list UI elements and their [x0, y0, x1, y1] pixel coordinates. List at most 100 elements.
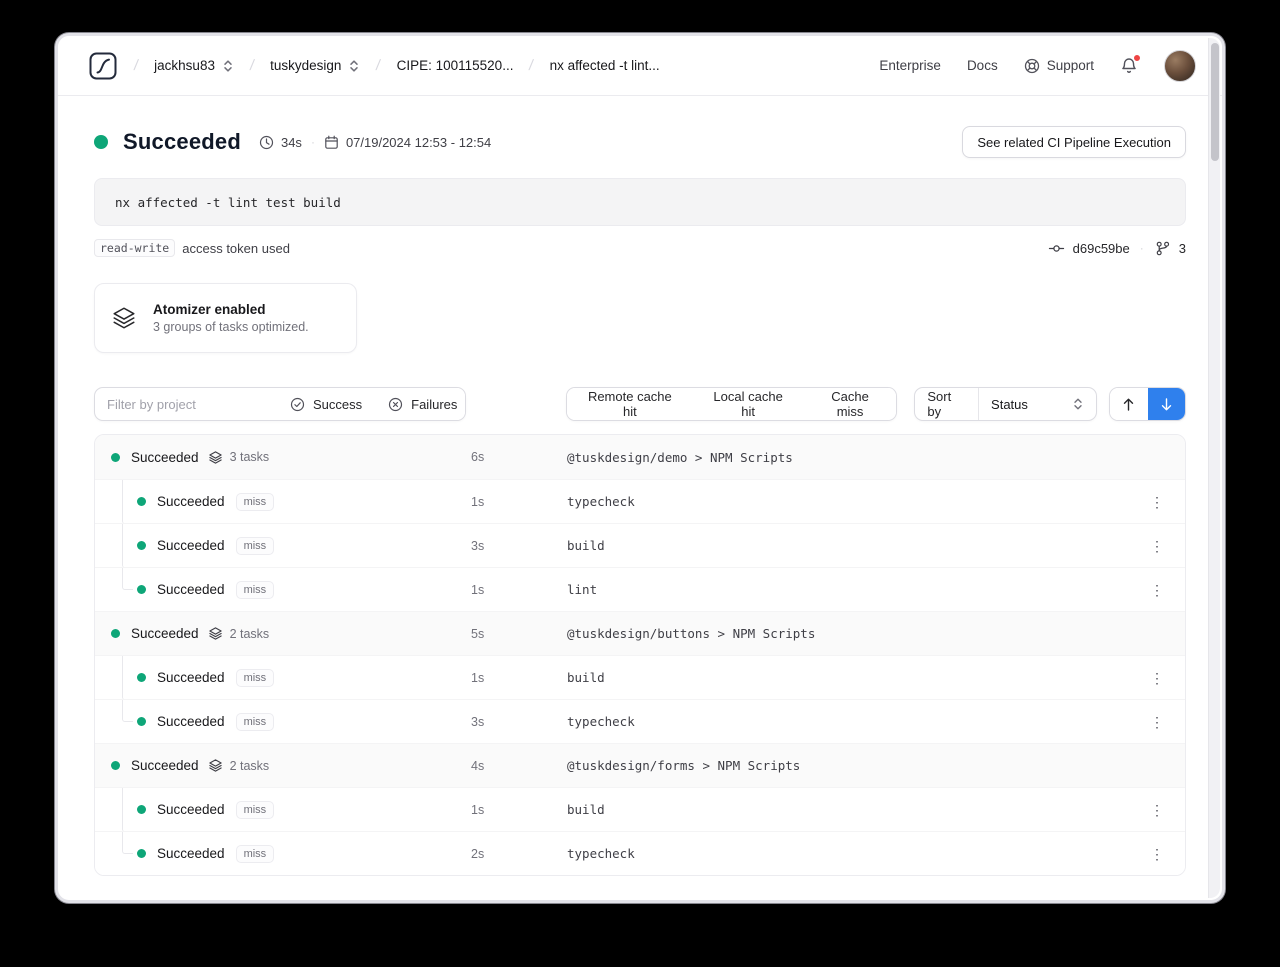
- cache-miss-button[interactable]: Cache miss: [803, 388, 897, 420]
- task-target: @tuskdesign/demo > NPM Scripts: [567, 449, 793, 465]
- atomizer-card[interactable]: Atomizer enabled 3 groups of tasks optim…: [94, 283, 357, 353]
- commit-icon: [1048, 240, 1065, 257]
- task-duration: 4s: [471, 758, 485, 773]
- commit-sha[interactable]: d69c59be: [1072, 240, 1130, 256]
- user-avatar[interactable]: [1164, 49, 1196, 82]
- command-text: nx affected -t lint test build: [115, 194, 341, 210]
- filter-success-button[interactable]: Success: [277, 388, 376, 420]
- see-related-cipe-button[interactable]: See related CI Pipeline Execution: [962, 126, 1186, 158]
- indent-guide: [122, 568, 133, 590]
- filter-group: Success Failures: [94, 387, 467, 421]
- sort-descending-button[interactable]: [1147, 388, 1185, 420]
- run-date-range: 07/19/2024 12:53 - 12:54: [345, 134, 492, 150]
- task-status-cell: Succeeded miss: [111, 580, 471, 599]
- task-status-cell: Succeeded miss: [111, 712, 471, 731]
- sort-select[interactable]: Status: [978, 388, 1096, 420]
- status-dot: [111, 761, 120, 770]
- command-box: nx affected -t lint test build: [94, 178, 1186, 226]
- task-duration: 1s: [471, 670, 485, 685]
- task-list: Succeeded 3 tasks 6s @tuskdesign/demo > NPM…: [94, 434, 1186, 876]
- breadcrumb-run[interactable]: nx affected -t lint...: [550, 58, 660, 73]
- task-menu-kebab-icon[interactable]: ⋮: [1145, 798, 1169, 822]
- task-menu-kebab-icon[interactable]: ⋮: [1145, 490, 1169, 514]
- cache-filter-group: Remote cache hit Local cache hit Cache m…: [566, 387, 898, 421]
- breadcrumb-separator: /: [375, 57, 382, 74]
- atomizer-subtitle: 3 groups of tasks optimized.: [153, 320, 309, 334]
- task-duration: 3s: [471, 714, 485, 729]
- task-count: 3 tasks: [229, 450, 270, 464]
- calendar-icon: [324, 135, 339, 150]
- app-window: / jackhsu83 / tuskydesign / CIPE: 100115…: [55, 33, 1225, 903]
- scrollbar-thumb[interactable]: [1211, 43, 1219, 161]
- sort-ascending-button[interactable]: [1110, 388, 1148, 420]
- nav-link-support-label: Support: [1046, 58, 1094, 73]
- task-status-label: Succeeded: [157, 494, 225, 509]
- atomizer-title: Atomizer enabled: [153, 302, 266, 317]
- breadcrumb-org-label: jackhsu83: [154, 58, 215, 73]
- task-menu-kebab-icon[interactable]: ⋮: [1145, 842, 1169, 866]
- scrollbar-track[interactable]: [1208, 38, 1220, 898]
- task-row[interactable]: Succeeded miss 3s build ⋮: [95, 523, 1185, 568]
- notifications-bell-icon[interactable]: [1120, 53, 1141, 75]
- task-status-label: Succeeded: [157, 802, 225, 817]
- breadcrumb-cipe-label: CIPE: 100115520...: [396, 58, 514, 73]
- task-duration: 1s: [471, 494, 485, 509]
- status-dot: [137, 541, 146, 550]
- task-menu-kebab-icon[interactable]: ⋮: [1145, 534, 1169, 558]
- chevron-updown-icon: [222, 59, 234, 73]
- status-dot: [111, 452, 120, 462]
- cache-status-badge: miss: [235, 800, 275, 819]
- task-target: build: [567, 538, 605, 553]
- filter-project-input[interactable]: [95, 388, 277, 420]
- task-menu-kebab-icon[interactable]: ⋮: [1145, 666, 1169, 690]
- status-dot: [137, 673, 146, 682]
- task-row[interactable]: Succeeded miss 1s lint ⋮: [95, 567, 1185, 611]
- filter-failures-button[interactable]: Failures: [375, 388, 466, 420]
- task-target: lint: [567, 582, 598, 597]
- task-row[interactable]: Succeeded miss 3s typecheck ⋮: [95, 699, 1185, 743]
- task-menu-kebab-icon[interactable]: ⋮: [1145, 578, 1169, 602]
- local-cache-hit-button[interactable]: Local cache hit: [692, 388, 804, 420]
- task-status-label: Succeeded: [157, 670, 225, 685]
- task-row[interactable]: Succeeded miss 2s typecheck ⋮: [95, 831, 1185, 875]
- task-duration: 3s: [471, 538, 485, 553]
- task-status-cell: Succeeded 2 tasks: [111, 626, 471, 641]
- task-duration: 6s: [471, 450, 485, 464]
- status-dot: [137, 849, 146, 858]
- task-row[interactable]: Succeeded miss 1s build ⋮: [95, 787, 1185, 832]
- task-duration: 2s: [471, 846, 485, 861]
- token-text: access token used: [182, 240, 290, 256]
- task-row[interactable]: Succeeded miss 1s typecheck ⋮: [95, 479, 1185, 524]
- nx-cloud-logo-icon[interactable]: [88, 51, 118, 81]
- indent-guide: [122, 656, 133, 700]
- task-row[interactable]: Succeeded miss 1s build ⋮: [95, 655, 1185, 700]
- task-status-cell: Succeeded 2 tasks: [111, 758, 471, 773]
- breadcrumb-separator: /: [132, 57, 140, 74]
- task-group-row[interactable]: Succeeded 3 tasks 6s @tuskdesign/demo > NPM…: [95, 435, 1185, 479]
- layers-icon: [111, 305, 137, 331]
- nav-link-docs[interactable]: Docs: [966, 58, 998, 73]
- task-status-label: Succeeded: [157, 714, 225, 729]
- indent-guide: [122, 700, 133, 722]
- task-group-row[interactable]: Succeeded 2 tasks 5s @tuskdesign/buttons > …: [95, 611, 1185, 655]
- breadcrumb-workspace-switcher[interactable]: tuskydesign: [270, 58, 360, 73]
- task-status-label: Succeeded: [131, 626, 199, 641]
- task-status-label: Succeeded: [157, 582, 225, 597]
- task-menu-kebab-icon[interactable]: ⋮: [1145, 710, 1169, 734]
- task-group-row[interactable]: Succeeded 2 tasks 4s @tuskdesign/forms > NP…: [95, 743, 1185, 787]
- breadcrumb-cipe[interactable]: CIPE: 100115520...: [397, 58, 514, 73]
- meta-separator: ·: [1139, 241, 1144, 255]
- task-count: 2 tasks: [229, 758, 270, 773]
- nav-link-enterprise[interactable]: Enterprise: [879, 58, 941, 73]
- task-toolbar: Success Failures Remote cache hit Local …: [94, 387, 1186, 421]
- task-status-cell: Succeeded miss: [111, 844, 471, 863]
- atomizer-text: Atomizer enabled 3 groups of tasks optim…: [153, 302, 309, 334]
- branch-count: 3: [1178, 240, 1186, 256]
- chevron-updown-icon: [1072, 397, 1084, 411]
- task-duration: 1s: [471, 582, 485, 597]
- breadcrumb-org-switcher[interactable]: jackhsu83: [154, 58, 234, 73]
- nav-link-support[interactable]: Support: [1024, 58, 1094, 74]
- remote-cache-hit-button[interactable]: Remote cache hit: [567, 388, 693, 420]
- task-target: build: [567, 802, 605, 817]
- status-dot: [137, 585, 146, 594]
